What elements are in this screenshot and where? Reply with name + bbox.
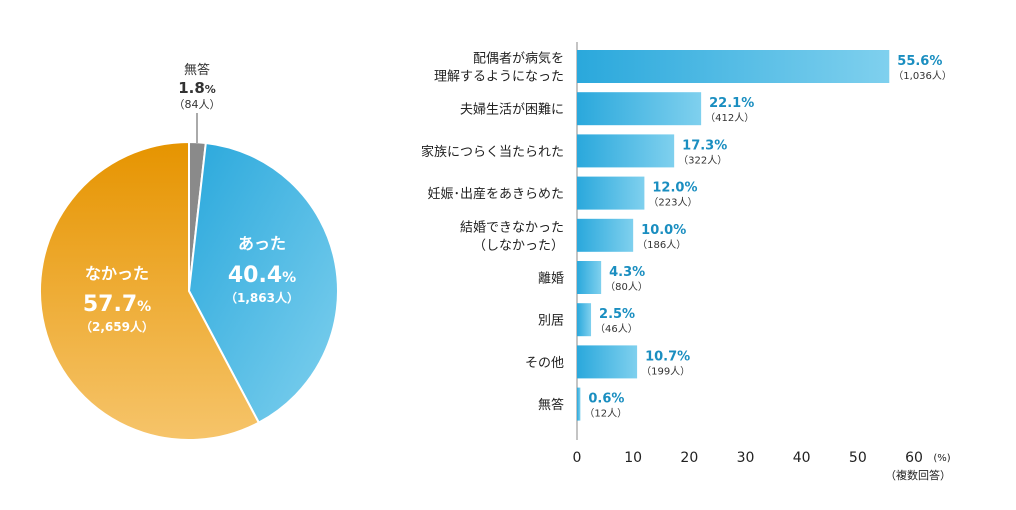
bar-value-0: 55.6% bbox=[897, 54, 942, 69]
bar-tick-30: 30 bbox=[737, 450, 755, 466]
pie-label-mutou: 無答 bbox=[184, 62, 210, 78]
bar-tick-0: 0 bbox=[573, 450, 582, 466]
bar-value-6: 2.5% bbox=[599, 307, 635, 322]
bar-6 bbox=[577, 303, 592, 337]
bar-category-1: 夫婦生活が困難に bbox=[460, 102, 564, 118]
pie-percent-nakatta: 57.7% bbox=[83, 292, 151, 317]
pie-count-atta: （1,863人） bbox=[225, 290, 299, 305]
bar-1 bbox=[577, 92, 702, 126]
bar-tick-50: 50 bbox=[849, 450, 867, 466]
bar-value-2: 17.3% bbox=[682, 138, 727, 153]
bar-tick-60: 60 bbox=[905, 450, 923, 466]
bar-tick-20: 20 bbox=[680, 450, 698, 466]
bar-tick-10: 10 bbox=[624, 450, 642, 466]
bar-value-3: 12.0% bbox=[652, 181, 697, 196]
bar-5 bbox=[577, 261, 602, 294]
bar-count-7: （199人） bbox=[641, 365, 690, 377]
bar-8 bbox=[577, 387, 581, 421]
bar-count-8: （12人） bbox=[584, 408, 627, 420]
bar-category-4-line2: （しなかった） bbox=[473, 238, 564, 253]
bar-3 bbox=[577, 176, 645, 210]
bar-0 bbox=[577, 50, 890, 83]
bar-value-7: 10.7% bbox=[645, 349, 690, 364]
bar-category-5: 離婚 bbox=[538, 272, 564, 287]
bar-tick-40: 40 bbox=[793, 450, 811, 466]
bar-count-0: （1,036人） bbox=[893, 70, 952, 82]
bar-value-1: 22.1% bbox=[709, 96, 754, 111]
bar-category-0-line2: 理解するようになった bbox=[434, 70, 564, 85]
bar-count-5: （80人） bbox=[605, 281, 648, 293]
bar-category-0-line1: 配偶者が病気を bbox=[473, 51, 564, 67]
bar-category-4-line1: 結婚できなかった bbox=[460, 220, 564, 235]
bar-count-2: （322人） bbox=[678, 154, 727, 166]
bar-count-3: （223人） bbox=[648, 197, 697, 209]
bar-count-1: （412人） bbox=[705, 112, 754, 124]
pie-chart: あった 40.4% （1,863人） なかった 57.7% （2,659人） 無答1.8%（… bbox=[39, 62, 339, 441]
pie-label-atta: あった bbox=[238, 234, 286, 253]
pie-label-nakatta: なかった bbox=[85, 264, 149, 283]
pie-percent-atta: 40.4% bbox=[228, 263, 296, 288]
bar-7 bbox=[577, 345, 638, 379]
pie-count-nakatta: （2,659人） bbox=[80, 319, 154, 334]
pie-percent-mutou: 1.8% bbox=[178, 79, 216, 97]
bar-4 bbox=[577, 218, 634, 252]
pie-count-mutou: （84人） bbox=[174, 98, 221, 111]
bar-value-4: 10.0% bbox=[641, 223, 686, 238]
bar-unit-label: (%) bbox=[933, 453, 950, 464]
bar-category-6: 別居 bbox=[538, 314, 564, 329]
bar-value-5: 4.3% bbox=[609, 265, 645, 280]
bar-category-3: 妊娠･出産をあきらめた bbox=[427, 186, 564, 202]
bar-category-8: 無答 bbox=[538, 397, 564, 413]
bar-category-7: その他 bbox=[525, 356, 564, 371]
bar-category-2: 家族につらく当たられた bbox=[421, 144, 564, 160]
bar-2 bbox=[577, 134, 675, 168]
bar-count-4: （186人） bbox=[637, 239, 686, 251]
pie-slice-1 bbox=[39, 140, 261, 441]
bar-note: （複数回答） bbox=[885, 468, 951, 482]
bar-value-8: 0.6% bbox=[588, 392, 624, 407]
pie-slice-0 bbox=[187, 141, 339, 425]
bar-count-6: （46人） bbox=[595, 323, 638, 335]
